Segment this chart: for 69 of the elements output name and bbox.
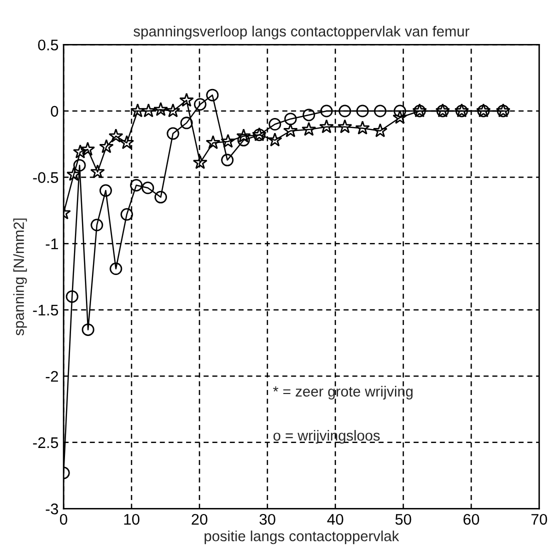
x-tick-label: 10 bbox=[124, 514, 140, 525]
point bbox=[99, 184, 112, 197]
point bbox=[192, 155, 208, 170]
point bbox=[394, 104, 406, 118]
x-tick-label: 40 bbox=[327, 514, 344, 525]
point bbox=[142, 182, 154, 194]
point bbox=[180, 116, 193, 130]
point bbox=[66, 290, 78, 303]
point bbox=[284, 112, 297, 126]
point bbox=[237, 134, 250, 146]
point bbox=[392, 110, 408, 124]
x-tick-label: 30 bbox=[260, 514, 276, 525]
point bbox=[338, 119, 352, 134]
y-tick-label: -2 bbox=[46, 370, 58, 382]
y-tick-label: -1.5 bbox=[33, 304, 58, 316]
y-tick-label: -2.5 bbox=[33, 437, 58, 448]
point bbox=[319, 119, 334, 134]
point bbox=[220, 134, 236, 148]
point bbox=[194, 98, 206, 111]
point bbox=[372, 123, 388, 138]
point bbox=[120, 208, 134, 221]
point bbox=[268, 132, 282, 146]
point bbox=[236, 128, 251, 142]
x-tick-label: 70 bbox=[531, 514, 548, 525]
point bbox=[90, 218, 104, 232]
y-tick-label: 0.5 bbox=[38, 40, 58, 50]
x-axis-title: positie langs contactoppervlak bbox=[204, 530, 400, 544]
point bbox=[72, 144, 88, 158]
point bbox=[355, 120, 370, 135]
point bbox=[166, 103, 180, 118]
point bbox=[130, 178, 143, 192]
point bbox=[141, 103, 156, 118]
point bbox=[154, 190, 167, 204]
point bbox=[153, 102, 168, 116]
x-tick-label: 20 bbox=[192, 514, 208, 525]
point bbox=[66, 166, 82, 181]
point bbox=[80, 142, 96, 156]
point bbox=[73, 159, 86, 172]
point bbox=[119, 135, 134, 150]
y-axis-title: spanning [N/mm2] bbox=[13, 218, 27, 336]
point bbox=[110, 262, 122, 275]
point bbox=[302, 122, 316, 136]
point bbox=[99, 139, 114, 154]
y-tick-label: -3 bbox=[46, 504, 58, 514]
y-tick-label: -0.5 bbox=[33, 172, 58, 183]
point bbox=[108, 128, 124, 142]
point bbox=[166, 127, 180, 140]
point bbox=[302, 108, 316, 122]
x-tick-label: 0 bbox=[60, 514, 68, 525]
point bbox=[90, 164, 105, 178]
y-tick-label: 0 bbox=[50, 106, 58, 117]
point bbox=[221, 154, 234, 166]
point bbox=[82, 323, 94, 336]
y-tick-label: -1 bbox=[46, 238, 58, 250]
point bbox=[338, 104, 352, 118]
point bbox=[206, 135, 220, 150]
point bbox=[283, 123, 298, 138]
point bbox=[320, 104, 333, 118]
point bbox=[130, 103, 145, 118]
point bbox=[268, 118, 282, 131]
annotation: o = wrijvingsloos bbox=[273, 430, 380, 444]
x-tick-label: 60 bbox=[464, 514, 480, 525]
chart-title: spanningsverloop langs contactoppervlak van femur bbox=[134, 26, 470, 40]
point bbox=[356, 104, 369, 118]
point bbox=[206, 88, 219, 102]
x-tick-label: 50 bbox=[395, 514, 412, 525]
point bbox=[374, 104, 386, 118]
point bbox=[179, 92, 194, 107]
annotation: * = zeer grote wrijving bbox=[273, 386, 413, 400]
